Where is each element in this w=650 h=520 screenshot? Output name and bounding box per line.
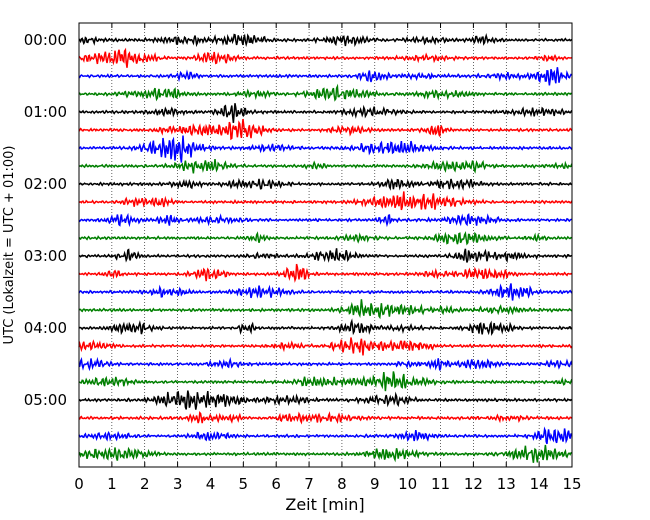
plot-frame — [78, 22, 573, 468]
trace-row — [78, 83, 573, 102]
trace-row — [78, 230, 573, 246]
trace-row — [78, 67, 573, 86]
trace-row — [78, 212, 572, 228]
y-tick-label: 01:00 — [24, 103, 67, 121]
trace-row — [78, 356, 573, 372]
trace-row — [78, 426, 573, 445]
x-tick-label: 1 — [107, 475, 117, 493]
y-axis-ticks: 00:00 01:00 02:00 03:00 04:00 05:00 — [24, 31, 572, 409]
x-tick-label: 15 — [562, 475, 581, 493]
trace-row — [78, 248, 573, 263]
trace-row — [78, 159, 573, 174]
y-tick-label: 04:00 — [24, 319, 67, 337]
trace-row — [78, 444, 572, 463]
x-tick-label: 12 — [464, 475, 483, 493]
x-tick-label: 7 — [304, 475, 314, 493]
trace-row — [78, 299, 573, 320]
x-tick-label: 4 — [206, 475, 216, 493]
trace-row — [78, 47, 572, 68]
x-tick-label: 2 — [140, 475, 150, 493]
trace-row — [78, 135, 573, 163]
trace-row — [78, 118, 573, 141]
x-tick-label: 11 — [431, 475, 450, 493]
y-tick-label: 05:00 — [24, 391, 67, 409]
x-tick-label: 6 — [271, 475, 281, 493]
x-tick-label: 8 — [337, 475, 347, 493]
trace-row — [78, 103, 573, 123]
y-tick-label: 00:00 — [24, 31, 67, 49]
trace-group — [78, 32, 573, 463]
trace-row — [78, 191, 573, 211]
trace-row — [78, 32, 573, 48]
x-axis-label: Zeit [min] — [285, 495, 364, 514]
trace-row — [78, 337, 573, 356]
trace-row — [78, 390, 573, 410]
trace-row — [78, 283, 573, 301]
x-tick-label: 5 — [239, 475, 249, 493]
trace-row — [78, 263, 573, 283]
y-tick-label: 02:00 — [24, 175, 67, 193]
y-tick-label: 03:00 — [24, 247, 67, 265]
x-tick-label: 14 — [530, 475, 549, 493]
trace-row — [78, 177, 573, 191]
vertical-gridlines — [111, 23, 540, 467]
trace-row — [78, 318, 572, 337]
trace-row — [78, 371, 573, 392]
x-tick-label: 13 — [497, 475, 516, 493]
trace-row — [78, 411, 573, 425]
y-axis-label: UTC (Lokalzeit = UTC + 01:00) — [2, 146, 17, 345]
x-tick-label: 0 — [74, 475, 84, 493]
x-tick-label: 10 — [398, 475, 417, 493]
x-tick-label: 9 — [370, 475, 380, 493]
x-tick-label: 3 — [173, 475, 183, 493]
x-axis-ticks: 0 1 2 3 4 5 6 7 8 9 10 11 12 13 14 15 — [74, 23, 582, 493]
